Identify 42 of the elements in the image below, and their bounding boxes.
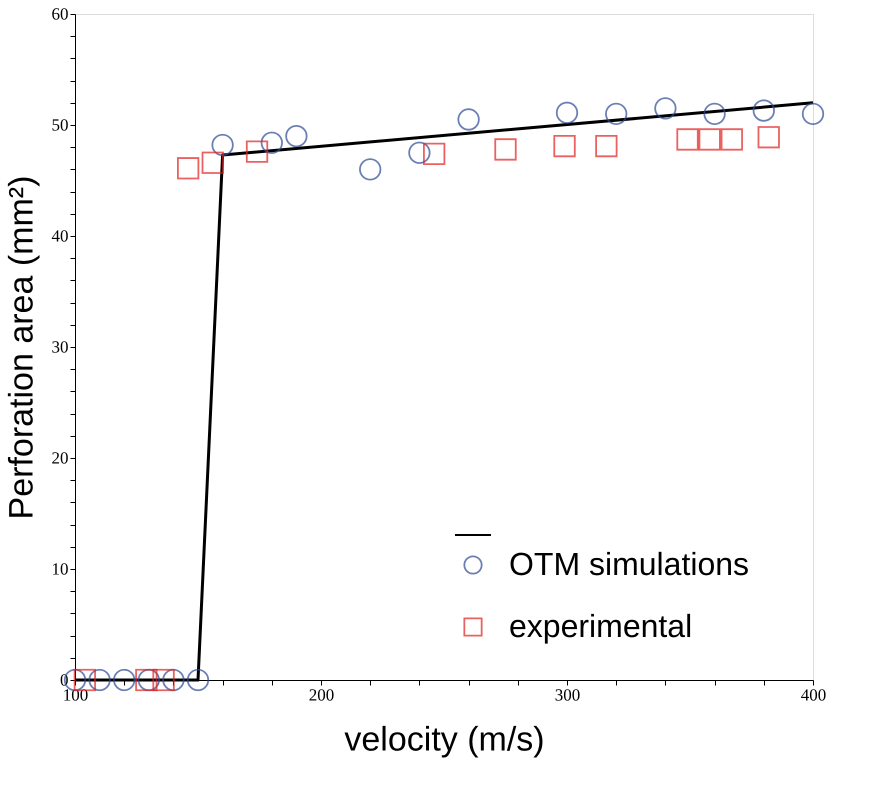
y-axis-title: Perforation area (mm²) <box>2 176 40 520</box>
point <box>457 108 480 131</box>
legend-label: OTM simulations <box>509 546 750 582</box>
x-tick-label: 100 <box>62 686 88 704</box>
point <box>186 668 210 692</box>
legend-label: experimental <box>509 608 692 644</box>
point <box>676 128 699 151</box>
point <box>494 138 517 161</box>
x-tick-label: 200 <box>308 686 334 704</box>
point <box>408 142 431 164</box>
y-tick-label: 20 <box>52 448 68 468</box>
point <box>162 668 185 692</box>
point <box>285 124 308 148</box>
point <box>605 102 628 126</box>
y-tick-label: 60 <box>52 4 68 24</box>
point <box>359 158 382 181</box>
point <box>556 102 578 124</box>
point <box>703 102 726 126</box>
x-tick-label: 300 <box>554 686 580 704</box>
point <box>260 132 283 154</box>
point <box>758 126 780 148</box>
point <box>202 152 224 174</box>
point <box>654 97 677 120</box>
point <box>595 134 618 158</box>
y-tick-label: 50 <box>52 116 68 134</box>
y-tick-label: 10 <box>52 560 68 578</box>
point <box>88 668 111 692</box>
point <box>246 140 268 163</box>
point <box>698 128 721 151</box>
x-tick-label: 400 <box>800 686 826 704</box>
point <box>752 99 775 122</box>
point <box>553 134 576 158</box>
point <box>113 668 136 692</box>
point <box>802 102 824 126</box>
point <box>423 142 446 166</box>
y-tick-label: 40 <box>52 226 68 246</box>
point <box>720 128 743 151</box>
point <box>211 134 234 156</box>
point <box>177 157 200 180</box>
x-axis-title: velocity (m/s) <box>344 720 545 758</box>
y-tick-label: 30 <box>52 338 68 356</box>
point <box>152 668 175 692</box>
